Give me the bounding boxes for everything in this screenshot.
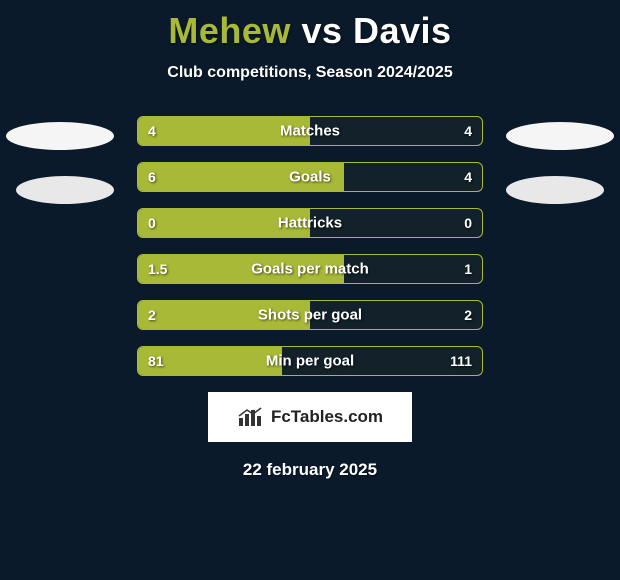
- subtitle: Club competitions, Season 2024/2025: [0, 64, 620, 82]
- stat-label: Goals: [289, 169, 331, 186]
- stat-row: 0 Hattricks 0: [137, 208, 483, 238]
- player1-name: Mehew: [168, 10, 291, 51]
- stat-value-left: 1.5: [148, 261, 167, 277]
- stat-value-right: 0: [464, 215, 472, 231]
- stats-bars: 4 Matches 4 6 Goals 4 0 Hattricks 0 1.5 …: [137, 116, 483, 376]
- logo-text: FcTables.com: [271, 407, 383, 427]
- decor-ellipse-left-2: [16, 176, 114, 204]
- decor-ellipse-left-1: [6, 122, 114, 150]
- vs-text: vs: [301, 10, 342, 51]
- stat-value-left: 4: [148, 123, 156, 139]
- comparison-card: Mehew vs Davis Club competitions, Season…: [0, 0, 620, 480]
- stat-value-right: 2: [464, 307, 472, 323]
- stat-row: 6 Goals 4: [137, 162, 483, 192]
- decor-ellipse-right-2: [506, 176, 604, 204]
- stat-label: Goals per match: [251, 261, 369, 278]
- stat-label: Hattricks: [278, 215, 342, 232]
- stat-value-right: 111: [450, 353, 472, 369]
- stat-value-left: 0: [148, 215, 156, 231]
- stat-label: Matches: [280, 123, 340, 140]
- title-row: Mehew vs Davis: [0, 10, 620, 52]
- decor-ellipse-right-1: [506, 122, 614, 150]
- stat-row: 2 Shots per goal 2: [137, 300, 483, 330]
- stat-value-right: 4: [464, 123, 472, 139]
- stat-row: 81 Min per goal 111: [137, 346, 483, 376]
- stat-row: 1.5 Goals per match 1: [137, 254, 483, 284]
- stat-label: Min per goal: [266, 353, 354, 370]
- stat-value-left: 81: [148, 353, 164, 369]
- logo-box: FcTables.com: [208, 392, 412, 442]
- stat-row: 4 Matches 4: [137, 116, 483, 146]
- stat-value-right: 4: [464, 169, 472, 185]
- stat-value-left: 2: [148, 307, 156, 323]
- stat-label: Shots per goal: [258, 307, 362, 324]
- date-text: 22 february 2025: [0, 460, 620, 480]
- bar-chart-icon: [237, 406, 265, 428]
- stat-value-right: 1: [464, 261, 472, 277]
- player2-name: Davis: [353, 10, 452, 51]
- stat-value-left: 6: [148, 169, 156, 185]
